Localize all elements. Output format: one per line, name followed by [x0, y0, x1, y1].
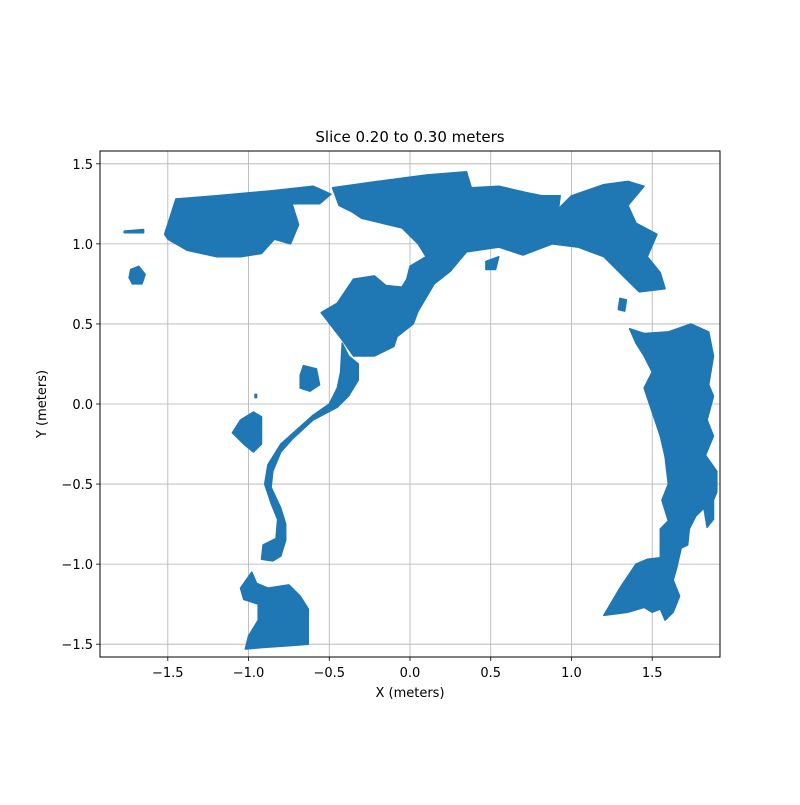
region-small-dot-c	[485, 255, 500, 271]
region-right-arc-upper	[603, 323, 718, 621]
x-tick-label: −1.0	[233, 666, 265, 681]
x-tick-label: −1.5	[152, 666, 184, 681]
x-tick-label: 1.5	[642, 666, 663, 681]
y-tick-label: 1.0	[72, 238, 93, 253]
y-tick-label: 1.5	[72, 158, 93, 173]
region-top-arc-center	[320, 171, 666, 357]
region-far-left-dash	[123, 228, 145, 234]
region-top-left-mass	[163, 185, 332, 258]
region-bottom-left-mass	[239, 571, 310, 650]
x-axis-label: X (meters)	[375, 686, 444, 701]
y-tick-label: 0.0	[72, 398, 93, 413]
y-axis-label: Y (meters)	[35, 370, 50, 439]
x-tick-label: 0.5	[480, 666, 501, 681]
region-small-dot-a	[254, 393, 258, 399]
region-small-dot-b	[617, 297, 628, 312]
x-tick-label: −0.5	[313, 666, 345, 681]
data-regions	[123, 171, 718, 650]
x-ticks: −1.5 −1.0 −0.5 0.0 0.5 1.0 1.5	[152, 657, 663, 681]
region-left-blob	[128, 265, 146, 285]
region-left-mid-blob	[299, 364, 321, 392]
y-tick-label: 0.5	[72, 318, 93, 333]
region-left-small-blob	[231, 411, 263, 453]
y-tick-label: −0.5	[61, 478, 93, 493]
chart-title: Slice 0.20 to 0.30 meters	[315, 128, 504, 146]
x-tick-label: 0.0	[400, 666, 421, 681]
x-tick-label: 1.0	[561, 666, 582, 681]
region-left-corridor	[260, 342, 360, 562]
y-tick-label: −1.0	[61, 558, 93, 573]
y-ticks: −1.5 −1.0 −0.5 0.0 0.5 1.0 1.5	[61, 158, 100, 653]
y-tick-label: −1.5	[61, 638, 93, 653]
